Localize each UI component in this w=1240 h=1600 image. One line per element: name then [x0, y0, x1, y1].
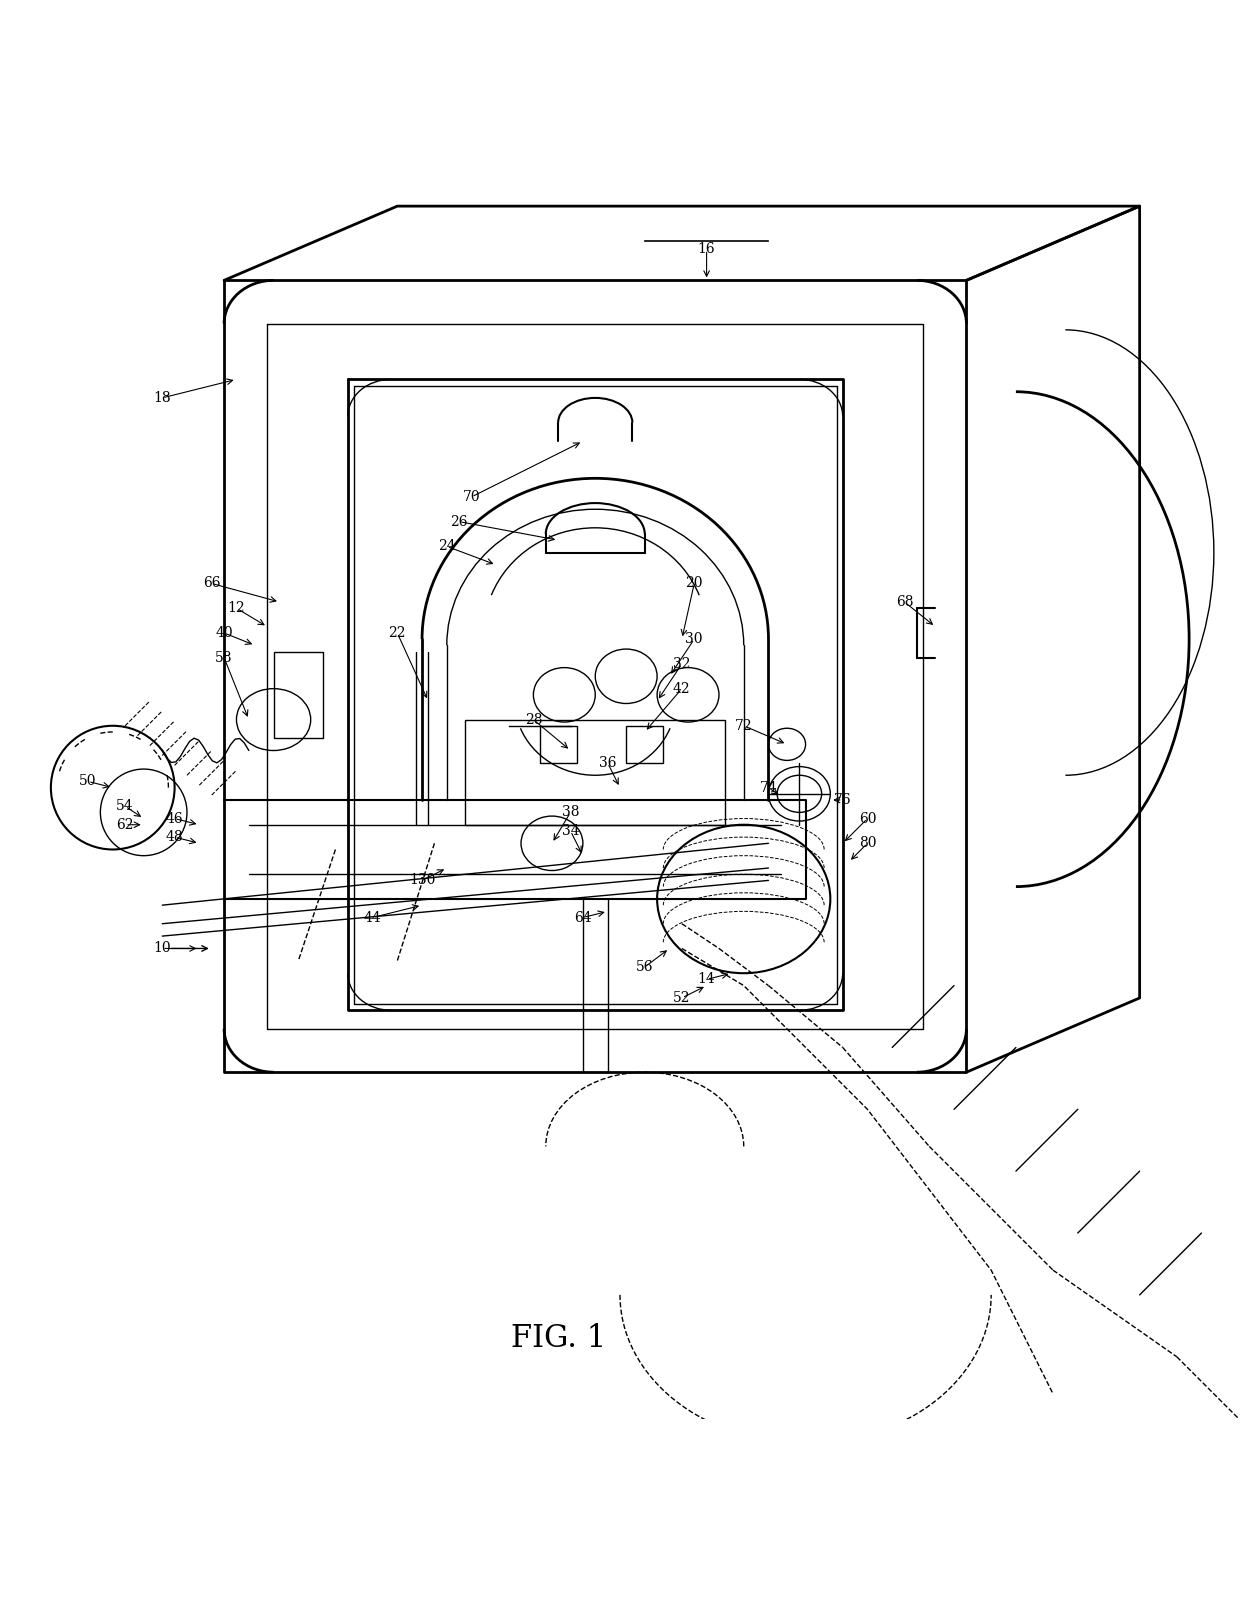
- Text: 80: 80: [858, 837, 877, 850]
- Text: 58: 58: [216, 651, 233, 664]
- Text: 26: 26: [450, 515, 467, 528]
- Text: 20: 20: [686, 576, 703, 590]
- Text: 74: 74: [760, 781, 777, 795]
- Text: 36: 36: [599, 755, 616, 770]
- Text: 54: 54: [117, 798, 134, 813]
- Text: 50: 50: [79, 774, 97, 789]
- Text: 46: 46: [166, 811, 184, 826]
- Text: 44: 44: [363, 910, 382, 925]
- Text: 52: 52: [673, 990, 691, 1005]
- Text: FIG. 1: FIG. 1: [511, 1323, 606, 1354]
- Text: 48: 48: [166, 830, 184, 845]
- Text: 76: 76: [833, 794, 852, 806]
- Text: 10: 10: [154, 941, 171, 955]
- Text: 62: 62: [117, 818, 134, 832]
- Bar: [465, 720, 725, 824]
- Text: 18: 18: [154, 390, 171, 405]
- Text: 42: 42: [673, 682, 691, 696]
- Text: 38: 38: [562, 805, 579, 819]
- Text: 14: 14: [698, 973, 715, 986]
- Text: 34: 34: [562, 824, 579, 838]
- Bar: [274, 651, 324, 738]
- Text: 72: 72: [735, 718, 753, 733]
- Text: 28: 28: [525, 712, 542, 726]
- Text: 68: 68: [895, 595, 914, 610]
- Text: 66: 66: [203, 576, 221, 590]
- Text: 70: 70: [463, 490, 480, 504]
- Text: 56: 56: [636, 960, 653, 974]
- Text: 16: 16: [698, 243, 715, 256]
- Text: 24: 24: [438, 539, 455, 554]
- Text: 60: 60: [858, 811, 877, 826]
- Text: 32: 32: [673, 658, 691, 670]
- Text: 40: 40: [216, 626, 233, 640]
- Text: 22: 22: [388, 626, 405, 640]
- Text: 64: 64: [574, 910, 591, 925]
- Text: 130: 130: [409, 874, 435, 888]
- Text: 12: 12: [228, 602, 246, 616]
- Bar: [626, 726, 663, 763]
- Text: 30: 30: [686, 632, 703, 646]
- Bar: [539, 726, 577, 763]
